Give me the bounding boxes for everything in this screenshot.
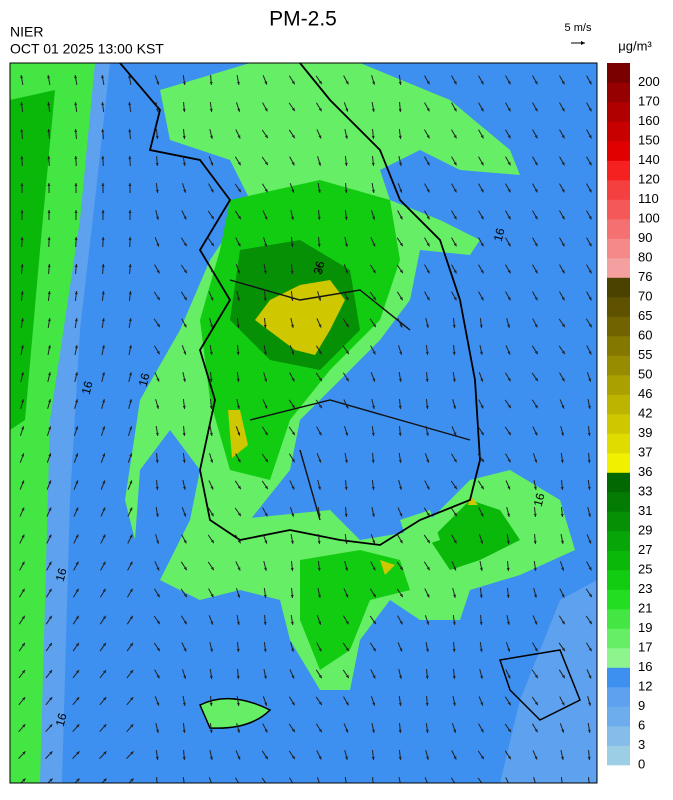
colorbar-tick-label: 76: [638, 269, 652, 284]
colorbar-segment: [607, 219, 630, 239]
colorbar-tick-label: 31: [638, 503, 652, 518]
colorbar-segment: [607, 395, 630, 415]
wind-vector-head: [561, 784, 564, 787]
colorbar-segment: [607, 707, 630, 727]
colorbar-tick-label: 3: [638, 737, 645, 752]
wind-vector-head: [345, 784, 348, 787]
colorbar-tick-label: 70: [638, 288, 652, 303]
colorbar-tick-label: 29: [638, 522, 652, 537]
colorbar-tick-label: 21: [638, 600, 652, 615]
colorbar-tick-label: 36: [638, 464, 652, 479]
colorbar-tick-label: 16: [638, 659, 652, 674]
colorbar-tick-label: 140: [638, 152, 660, 167]
colorbar-segment: [607, 180, 630, 200]
colorbar-tick-label: 200: [638, 74, 660, 89]
wind-vector-head: [508, 783, 511, 786]
colorbar-tick-label: 17: [638, 639, 652, 654]
colorbar-segment: [607, 570, 630, 590]
colorbar-segment: [607, 375, 630, 395]
colorbar-segment: [607, 687, 630, 707]
wind-scale-label: 5 m/s: [565, 22, 592, 34]
wind-vector-head: [156, 784, 159, 787]
colorbar-tick-label: 25: [638, 561, 652, 576]
colorbar-segment: [607, 414, 630, 434]
colorbar-segment: [607, 434, 630, 454]
wind-vector-head: [372, 784, 375, 787]
colorbar-tick-label: 33: [638, 483, 652, 498]
colorbar-tick-label: 80: [638, 249, 652, 264]
colorbar-tick-label: 23: [638, 581, 652, 596]
wind-vector-head: [588, 784, 591, 787]
colorbar-tick-label: 46: [638, 386, 652, 401]
colorbar-segment: [607, 668, 630, 688]
colorbar-tick-label: 100: [638, 210, 660, 225]
colorbar-segment: [607, 122, 630, 142]
datetime: OCT 01 2025 13:00 KST: [10, 41, 164, 57]
colorbar-tick-label: 50: [638, 366, 652, 381]
colorbar-tick-label: 90: [638, 230, 652, 245]
colorbar-segment: [607, 317, 630, 337]
colorbar-tick-label: 9: [638, 698, 645, 713]
wind-vector-head: [399, 784, 402, 787]
colorbar-segment: [607, 83, 630, 103]
colorbar-segment: [607, 629, 630, 649]
colorbar-segment: [607, 473, 630, 493]
colorbar-tick-label: 170: [638, 93, 660, 108]
wind-vector-head: [534, 784, 537, 787]
colorbar: 0369121617192123252729313336373942465055…: [607, 63, 660, 771]
colorbar-segment: [607, 356, 630, 376]
colorbar-segment: [607, 512, 630, 532]
colorbar-tick-label: 0: [638, 756, 645, 771]
colorbar-segment: [607, 551, 630, 571]
colorbar-tick-label: 12: [638, 678, 652, 693]
colorbar-segment: [607, 590, 630, 610]
colorbar-segment: [607, 726, 630, 746]
colorbar-segment: [607, 63, 630, 83]
unit: μg/m³: [618, 38, 652, 53]
colorbar-tick-label: 110: [638, 191, 659, 206]
colorbar-tick-label: 37: [638, 444, 652, 459]
colorbar-segment: [607, 297, 630, 317]
colorbar-segment: [607, 239, 630, 259]
colorbar-segment: [607, 531, 630, 551]
colorbar-segment: [607, 161, 630, 181]
wind-scale-arrowhead: [581, 41, 585, 45]
colorbar-segment: [607, 453, 630, 473]
colorbar-tick-label: 42: [638, 405, 652, 420]
colorbar-tick-label: 160: [638, 113, 660, 128]
colorbar-tick-label: 19: [638, 620, 652, 635]
colorbar-segment: [607, 492, 630, 512]
colorbar-segment: [607, 746, 630, 766]
colorbar-tick-label: 39: [638, 425, 652, 440]
colorbar-segment: [607, 141, 630, 161]
colorbar-segment: [607, 609, 630, 629]
colorbar-tick-label: 150: [638, 132, 660, 147]
colorbar-tick-label: 27: [638, 542, 652, 557]
colorbar-tick-label: 120: [638, 171, 660, 186]
colorbar-segment: [607, 102, 630, 122]
colorbar-tick-label: 55: [638, 347, 652, 362]
title: PM-2.5: [269, 8, 337, 31]
wind-vector-head: [426, 783, 429, 786]
colorbar-segment: [607, 648, 630, 668]
colorbar-segment: [607, 336, 630, 356]
colorbar-segment: [607, 278, 630, 298]
wind-vector-head: [183, 784, 186, 787]
colorbar-tick-label: 65: [638, 308, 652, 323]
agency: NIER: [10, 24, 43, 40]
wind-vector-head: [210, 783, 213, 786]
wind-vector-head: [318, 783, 321, 786]
colorbar-segment: [607, 200, 630, 220]
colorbar-segment: [607, 258, 630, 278]
colorbar-tick-label: 6: [638, 717, 645, 732]
colorbar-tick-label: 60: [638, 327, 652, 342]
